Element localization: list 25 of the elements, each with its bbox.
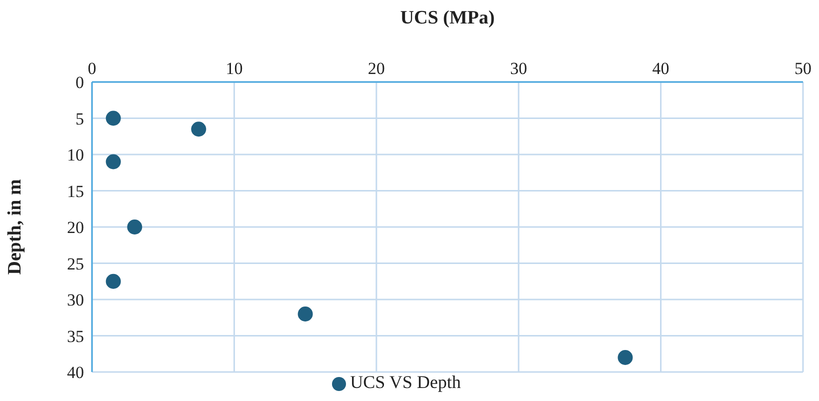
y-axis-title: Depth, in m <box>4 179 26 275</box>
x-tick-label: 20 <box>368 59 385 78</box>
legend-label: UCS VS Depth <box>350 372 461 392</box>
point <box>106 274 121 289</box>
point <box>618 350 633 365</box>
point <box>298 306 313 322</box>
y-tick-label: 5 <box>76 109 84 128</box>
point <box>127 220 142 234</box>
x-tick-label: 0 <box>88 59 96 78</box>
x-axis-title: UCS (MPa) <box>400 7 495 28</box>
y-tick-label: 40 <box>67 363 84 382</box>
x-tick-label: 40 <box>652 59 670 78</box>
point <box>106 154 121 170</box>
point <box>106 110 121 126</box>
x-tick-label: 30 <box>510 59 528 78</box>
y-tick-label: 20 <box>67 218 84 238</box>
y-tick-label: 30 <box>67 290 84 310</box>
y-tick-label: 15 <box>67 182 84 201</box>
y-tick-label: 0 <box>76 73 84 92</box>
y-tick-label: 25 <box>67 254 84 274</box>
x-tick-label: 50 <box>794 59 812 78</box>
y-tick-label: 10 <box>67 146 84 165</box>
x-tick-label: 10 <box>226 59 243 78</box>
point <box>191 122 206 137</box>
y-tick-label: 35 <box>67 326 84 346</box>
